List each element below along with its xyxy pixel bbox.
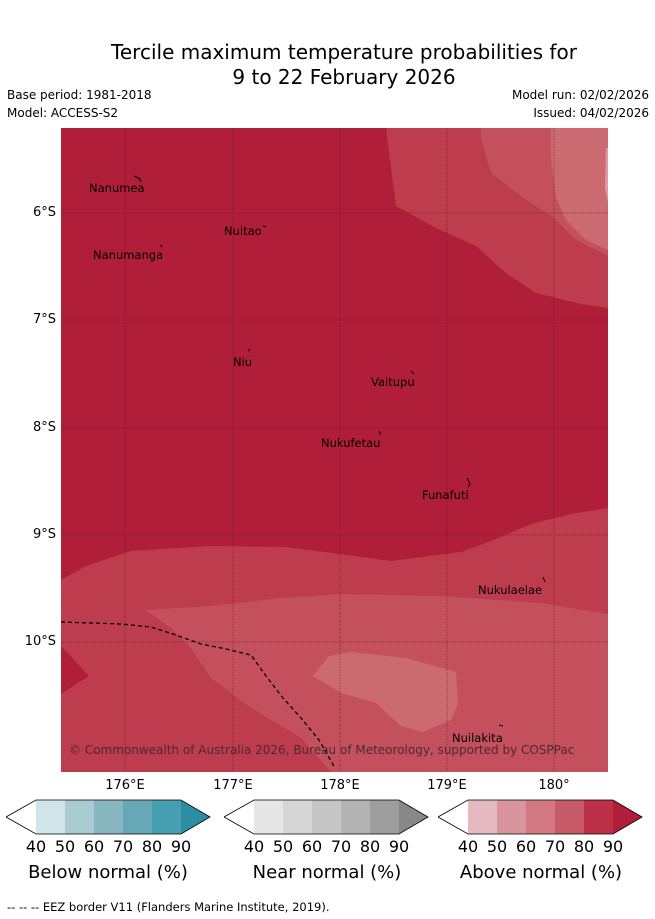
region-above-50-edge xyxy=(605,148,608,203)
island-funafuti xyxy=(466,477,471,488)
tick-label: 70 xyxy=(112,837,134,856)
place-label: Funafuti xyxy=(422,488,469,502)
region-above-60-north xyxy=(551,128,608,250)
cbar-segment xyxy=(36,800,65,834)
tick-label: 80 xyxy=(573,837,595,856)
map-title: Tercile maximum temperature probabilitie… xyxy=(0,40,655,90)
island-nanumanga xyxy=(159,244,163,248)
tick-label: 40 xyxy=(457,837,479,856)
cbar-segment xyxy=(123,800,152,834)
eez-legend: -- -- -- EEZ border V11 (Flanders Marine… xyxy=(7,900,330,914)
place-label: Nuilakita xyxy=(452,731,503,745)
cbar-segment xyxy=(370,800,399,834)
tick-label: 70 xyxy=(330,837,352,856)
colorbar-near-label: Near normal (%) xyxy=(252,862,402,883)
tick-label: 60 xyxy=(301,837,323,856)
cbar-segment xyxy=(399,800,428,834)
model-run: Model run: 02/02/2026 xyxy=(511,88,649,102)
island-nuilakita xyxy=(498,724,504,727)
cbar-segment xyxy=(283,800,312,834)
lat-label-9s: 9°S xyxy=(32,527,56,542)
lat-label-7s: 7°S xyxy=(32,312,56,327)
cbar-segment xyxy=(254,800,283,834)
cbar-segment xyxy=(181,800,210,834)
place-label: Nanumea xyxy=(89,181,145,195)
cbar-segment xyxy=(6,800,36,834)
cbar-segment xyxy=(497,800,526,834)
tick-label: 80 xyxy=(141,837,163,856)
cbar-segment xyxy=(526,800,555,834)
cbar-segment xyxy=(584,800,613,834)
model-name: Model: ACCESS-S2 xyxy=(7,106,119,120)
cbar-segment xyxy=(613,800,642,834)
place-label: Niu xyxy=(233,355,252,369)
place-label: Nanumanga xyxy=(93,248,163,262)
island-nanumea xyxy=(133,175,142,183)
tick-label: 50 xyxy=(54,837,76,856)
cbar-segment xyxy=(468,800,497,834)
lon-label-177e: 177°E xyxy=(213,778,253,793)
tick-label: 90 xyxy=(388,837,410,856)
island-nuitao xyxy=(262,225,267,228)
region-above-90-west xyxy=(61,646,89,694)
lat-label-8s: 8°S xyxy=(32,420,56,435)
cbar-segment xyxy=(312,800,341,834)
colorbar-above-label: Above normal (%) xyxy=(459,862,623,883)
tick-label: 50 xyxy=(486,837,508,856)
tick-label: 40 xyxy=(243,837,265,856)
eez-border xyxy=(60,621,336,769)
region-above-60-south xyxy=(313,652,458,732)
cbar-segment xyxy=(555,800,584,834)
colorbar-near xyxy=(224,799,429,835)
copyright-notice: © Commonwealth of Australia 2026, Bureau… xyxy=(69,743,574,757)
cbar-segment xyxy=(152,800,181,834)
tick-label: 80 xyxy=(359,837,381,856)
lon-label-178e: 178°E xyxy=(320,778,360,793)
cbar-segment xyxy=(224,800,254,834)
colorbar-above xyxy=(438,799,643,835)
title-line-1: Tercile maximum temperature probabilitie… xyxy=(111,40,577,64)
tick-label: 90 xyxy=(170,837,192,856)
lon-label-180: 180° xyxy=(538,778,570,793)
tick-label: 90 xyxy=(602,837,624,856)
lat-label-6s: 6°S xyxy=(32,205,56,220)
cbar-segment xyxy=(94,800,123,834)
tick-label: 40 xyxy=(25,837,47,856)
lat-label-10s: 10°S xyxy=(24,634,56,649)
place-label: Nukulaelae xyxy=(478,583,542,597)
tick-label: 50 xyxy=(272,837,294,856)
graticule xyxy=(61,128,608,772)
cbar-segment xyxy=(65,800,94,834)
tick-label: 70 xyxy=(544,837,566,856)
island-nukulaelae xyxy=(542,576,546,583)
base-period: Base period: 1981-2018 xyxy=(7,88,152,102)
map-panel[interactable]: Nanumea Nuitao Nanumanga Niu Vaitupu Nuk… xyxy=(60,128,608,772)
cbar-segment xyxy=(341,800,370,834)
tick-label: 60 xyxy=(83,837,105,856)
lon-label-179e: 179°E xyxy=(427,778,467,793)
colorbar-below-label: Below normal (%) xyxy=(28,862,188,883)
place-label: Nuitao xyxy=(224,224,262,238)
title-line-2: 9 to 22 February 2026 xyxy=(232,65,456,89)
map-svg: Nanumea Nuitao Nanumanga Niu Vaitupu Nuk… xyxy=(60,128,608,772)
island-nukufetau xyxy=(378,430,382,436)
islands xyxy=(133,175,546,727)
colorbar-below xyxy=(6,799,211,835)
lon-label-176e: 176°E xyxy=(105,778,145,793)
island-niu xyxy=(247,348,251,352)
tick-label: 60 xyxy=(515,837,537,856)
issued-date: Issued: 04/02/2026 xyxy=(533,106,649,120)
place-label: Vaitupu xyxy=(371,375,415,389)
island-vaitupu xyxy=(410,370,415,375)
cbar-segment xyxy=(438,800,468,834)
place-label: Nukufetau xyxy=(321,436,380,450)
